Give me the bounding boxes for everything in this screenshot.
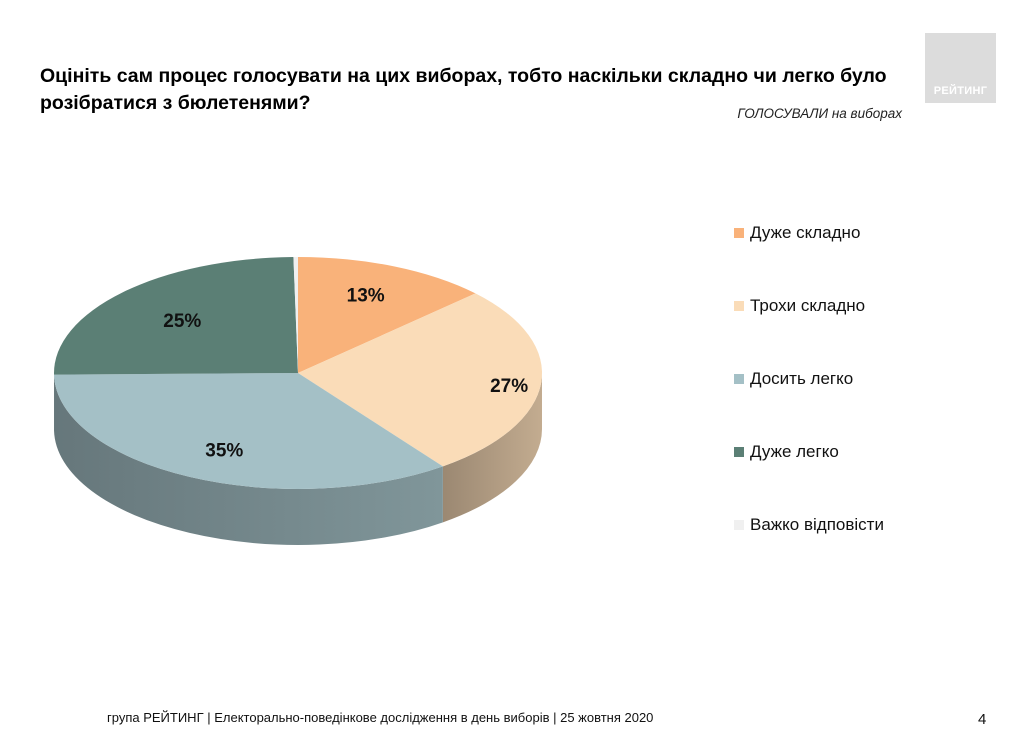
legend-item: Важко відповісти (734, 514, 994, 587)
rating-logo: РЕЙТИНГ (925, 33, 996, 103)
legend-item: Досить легко (734, 368, 994, 441)
pie-top (54, 257, 543, 489)
legend-swatch (734, 301, 744, 311)
pie-slice-2 (54, 373, 443, 489)
pie-sides (54, 373, 542, 545)
legend-label: Досить легко (750, 369, 854, 388)
chart-subtitle: ГОЛОСУВАЛИ на виборах (737, 106, 902, 121)
legend-label: Дуже складно (750, 223, 861, 242)
page-number: 4 (978, 711, 987, 728)
footer-text: група РЕЙТИНГ | Електорально-поведінкове… (107, 710, 654, 725)
pie-side-1 (442, 373, 542, 523)
legend-swatch (734, 520, 744, 530)
pie-data-label-1: 27% (490, 376, 528, 397)
legend-label: Важко відповісти (750, 515, 884, 534)
legend-label: Дуже легко (750, 442, 839, 461)
legend-item: Дуже складно (734, 222, 994, 295)
pie-data-label-0: 13% (347, 285, 385, 306)
pie-slice-1 (298, 293, 543, 467)
pie-slice-0 (298, 257, 476, 373)
legend-label: Трохи складно (750, 296, 866, 315)
page-title: Оцініть сам процес голосувати на цих виб… (40, 65, 887, 114)
pie-data-label-3: 25% (163, 311, 201, 332)
legend-item: Трохи складно (734, 295, 994, 368)
pie-side-2 (54, 374, 443, 545)
legend-item: Дуже легко (734, 441, 994, 514)
pie-slice-4 (293, 257, 298, 373)
legend-swatch (734, 374, 744, 384)
pie-slice-3 (54, 257, 298, 375)
chart-legend: Дуже складно Трохи складно Досить легко Дуж… (734, 222, 994, 587)
logo-text: РЕЙТИНГ (933, 85, 988, 97)
pie-data-label-2: 35% (205, 441, 243, 462)
legend-swatch (734, 447, 744, 457)
legend-swatch (734, 228, 744, 238)
